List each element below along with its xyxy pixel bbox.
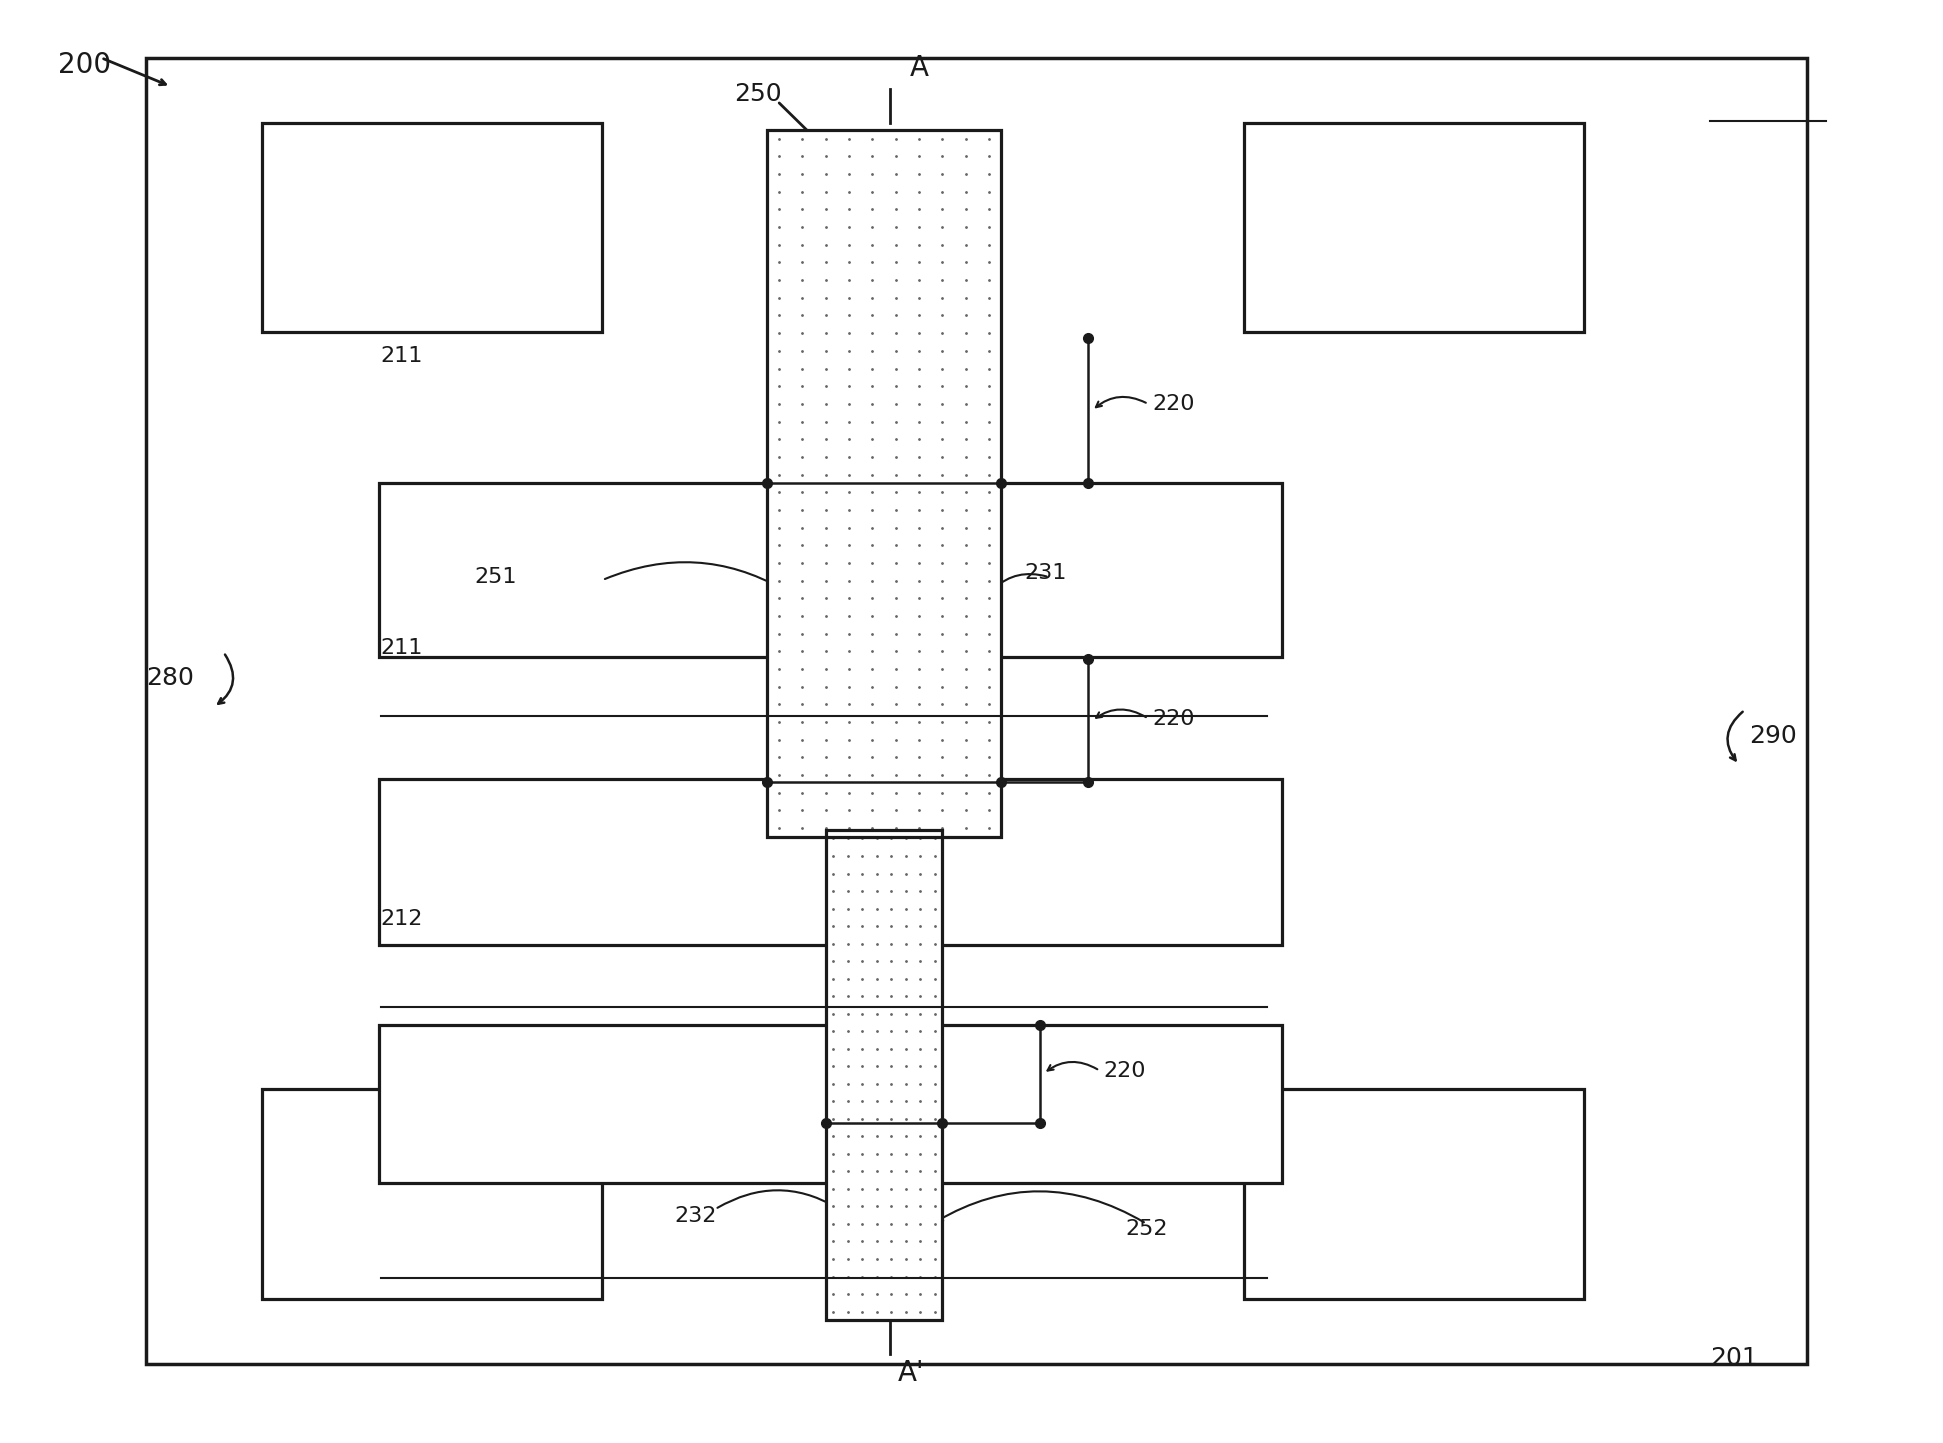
Text: 220: 220	[1104, 1061, 1146, 1081]
Bar	[379, 483, 845, 657]
Bar	[933, 1025, 1282, 1183]
Bar	[767, 130, 1001, 837]
Bar	[379, 779, 845, 945]
Bar	[262, 123, 602, 332]
Bar	[146, 58, 1807, 1364]
Text: 280: 280	[146, 667, 194, 690]
Text: 232: 232	[674, 1206, 717, 1227]
Bar	[933, 483, 1282, 657]
Text: 231: 231	[1024, 563, 1067, 583]
Text: 200: 200	[58, 51, 111, 78]
Text: 250: 250	[734, 82, 783, 105]
Bar	[1244, 1089, 1584, 1299]
Bar	[767, 130, 1001, 837]
Text: 220: 220	[1152, 709, 1195, 729]
Bar	[379, 1025, 845, 1183]
Bar	[262, 1089, 602, 1299]
Text: 290: 290	[1749, 724, 1797, 747]
Bar	[1244, 123, 1584, 332]
Bar	[826, 830, 942, 1320]
Text: A: A	[909, 55, 929, 82]
Text: 212: 212	[381, 909, 424, 929]
Text: 201: 201	[1710, 1346, 1758, 1371]
Text: A': A'	[898, 1359, 925, 1387]
Text: 211: 211	[381, 638, 424, 658]
Text: 211: 211	[381, 346, 424, 367]
Bar	[826, 830, 942, 1320]
Text: 251: 251	[474, 567, 517, 587]
Text: 252: 252	[1125, 1219, 1168, 1240]
Bar	[933, 779, 1282, 945]
Text: 220: 220	[1152, 394, 1195, 414]
